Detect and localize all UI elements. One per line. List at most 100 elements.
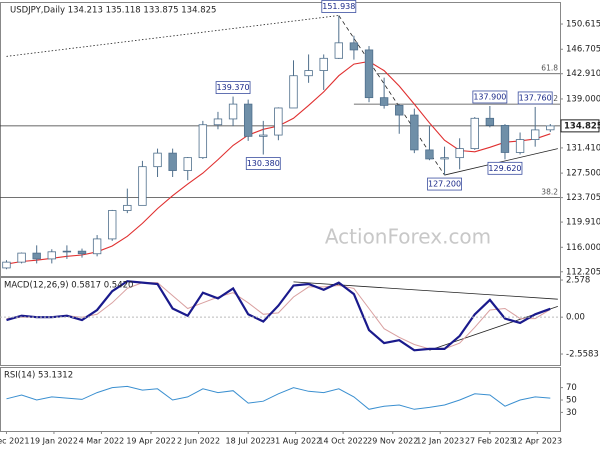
last-price-box xyxy=(560,119,600,133)
candle-body xyxy=(364,49,374,99)
candle-body xyxy=(213,118,223,126)
candle-body xyxy=(168,152,177,171)
y-tick-label: 150.615 xyxy=(566,20,600,30)
candle-body xyxy=(77,250,87,255)
y-tick-label: 50 xyxy=(566,396,577,406)
x-tick-label: 29 Nov 2022 xyxy=(367,437,418,446)
candle-body xyxy=(153,152,162,168)
x-tick-label: 14 Oct 2022 xyxy=(318,437,367,446)
y-tick-label: 30 xyxy=(566,408,577,418)
candle-body xyxy=(470,117,479,150)
pivot-box xyxy=(517,91,553,105)
candle-body xyxy=(183,157,192,171)
x-tick-label: 19 Apr 2022 xyxy=(126,437,175,446)
y-tick-label: 131.410 xyxy=(566,143,600,153)
fib-label: 38.2 xyxy=(541,188,558,197)
candle-body xyxy=(17,252,26,263)
panel-frame xyxy=(0,277,561,366)
y-tick-label: 70 xyxy=(566,383,577,393)
candle-body xyxy=(319,57,328,71)
panel-frame xyxy=(0,2,561,277)
plot-area: ActionForex.com61.838.238.2151.938139.37… xyxy=(0,0,560,270)
trendline xyxy=(444,148,558,176)
candle-body xyxy=(62,250,72,253)
indicator-line xyxy=(6,385,551,410)
candle-body xyxy=(198,124,208,159)
pivot-box xyxy=(487,161,523,175)
trendline xyxy=(293,281,558,300)
y-tick-label: 0.00 xyxy=(566,313,585,323)
candle-body xyxy=(349,42,359,51)
x-tick-label: 12 Apr 2023 xyxy=(513,437,562,446)
candle-body xyxy=(123,204,132,211)
candle-body xyxy=(395,104,404,116)
plot-area xyxy=(6,280,558,352)
candle-body xyxy=(304,70,313,77)
watermark: ActionForex.com xyxy=(325,225,491,249)
y-tick-label: 142.910 xyxy=(566,69,600,79)
y-tick-label: 127.500 xyxy=(566,169,600,179)
pivot-box xyxy=(427,177,462,191)
pivot-box xyxy=(321,0,357,13)
y-tick-label: 146.705 xyxy=(566,45,600,55)
candle-body xyxy=(243,103,253,137)
x-tick-label: 18 Jul 2022 xyxy=(226,437,271,446)
fib-label: 61.8 xyxy=(541,64,558,73)
y-tick-label: 139.000 xyxy=(566,94,600,104)
candle-body xyxy=(228,103,238,120)
candle-body xyxy=(410,114,419,151)
candle-body xyxy=(47,251,56,260)
candle-body xyxy=(440,157,449,160)
plot-area xyxy=(6,385,551,410)
x-tick-label: 27 Feb 2023 xyxy=(465,437,515,446)
x-tick-label: 4 Mar 2022 xyxy=(79,437,125,446)
pivot-label: 130.380 xyxy=(247,159,280,168)
pivot-label: 151.938 xyxy=(322,2,355,11)
candle-body xyxy=(515,139,525,153)
candle-body xyxy=(32,252,41,260)
pivot-label: 129.620 xyxy=(488,164,521,173)
candle-body xyxy=(138,166,147,206)
trendline xyxy=(338,15,445,176)
candle-body xyxy=(546,125,555,131)
y-tick-label: -2.5583 xyxy=(566,350,599,360)
y-tick-label: 119.910 xyxy=(566,218,600,228)
y-tick-label: 112.205 xyxy=(566,267,600,277)
pivot-label: 137.760 xyxy=(519,93,552,102)
x-tick-label: 31 Aug 2022 xyxy=(270,437,321,446)
pivot-label: 137.900 xyxy=(473,92,506,101)
candle-body xyxy=(108,210,117,240)
last-price-label: 134.825 xyxy=(564,121,600,131)
indicator-line xyxy=(6,282,551,350)
x-tick-label: 2 Jun 2022 xyxy=(177,437,220,446)
indicator-line xyxy=(6,280,551,352)
y-tick-label: 2.578 xyxy=(566,276,590,286)
candle-body xyxy=(379,97,389,106)
pivot-box xyxy=(215,81,251,94)
y-tick-label: 116.000 xyxy=(566,243,600,253)
pivot-box xyxy=(245,157,281,170)
candle-body xyxy=(92,238,102,255)
x-tick-label: 12 Jan 2023 xyxy=(416,437,464,446)
candle-body xyxy=(2,261,11,269)
pivot-label: 139.370 xyxy=(217,83,250,92)
pivot-box xyxy=(472,90,508,104)
panel-title: RSI(14) 53.1312 xyxy=(4,371,73,381)
candle-body xyxy=(455,148,464,159)
candle-body xyxy=(485,117,495,126)
y-tick-label: 123.705 xyxy=(566,193,600,203)
candle-body xyxy=(274,107,283,136)
panel-title: USDJPY,Daily 134.213 135.118 133.875 134… xyxy=(10,6,216,16)
candle-body xyxy=(500,124,510,153)
candle-body xyxy=(530,129,540,140)
panel-title: MACD(12,26,9) 0.5817 0.5420 xyxy=(4,281,133,291)
x-tick-label: 6 Dec 2021 xyxy=(0,437,29,446)
candle-body xyxy=(334,42,343,59)
pivot-label: 127.200 xyxy=(428,180,461,189)
candle-body xyxy=(259,134,268,137)
x-tick-label: 19 Jan 2022 xyxy=(30,437,78,446)
candle-body xyxy=(425,149,434,160)
candle-body xyxy=(289,75,298,109)
